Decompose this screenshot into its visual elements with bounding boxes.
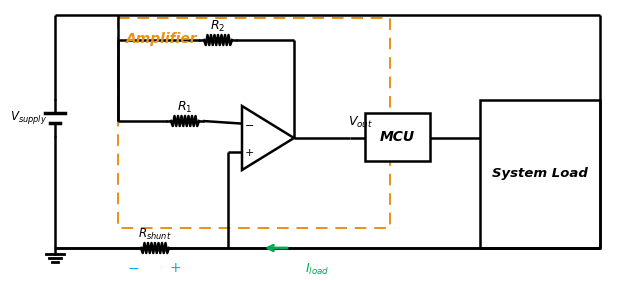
Text: Amplifier: Amplifier xyxy=(126,32,198,46)
Bar xyxy=(365,113,430,161)
Text: $R_{shunt}$: $R_{shunt}$ xyxy=(138,227,172,242)
Text: $+$: $+$ xyxy=(169,261,181,275)
Text: $-$: $-$ xyxy=(244,119,254,129)
Text: $V_{out}$: $V_{out}$ xyxy=(348,115,373,130)
Text: $V_{supply}$: $V_{supply}$ xyxy=(10,110,47,126)
Text: $+$: $+$ xyxy=(244,147,254,158)
Text: System Load: System Load xyxy=(492,167,588,180)
Text: $R_1$: $R_1$ xyxy=(177,100,193,115)
Text: $I_{load}$: $I_{load}$ xyxy=(305,262,329,277)
Bar xyxy=(118,18,390,228)
Text: $-$: $-$ xyxy=(127,261,139,275)
Text: MCU: MCU xyxy=(380,130,415,144)
Text: $R_2$: $R_2$ xyxy=(210,19,226,34)
Bar xyxy=(480,100,600,248)
